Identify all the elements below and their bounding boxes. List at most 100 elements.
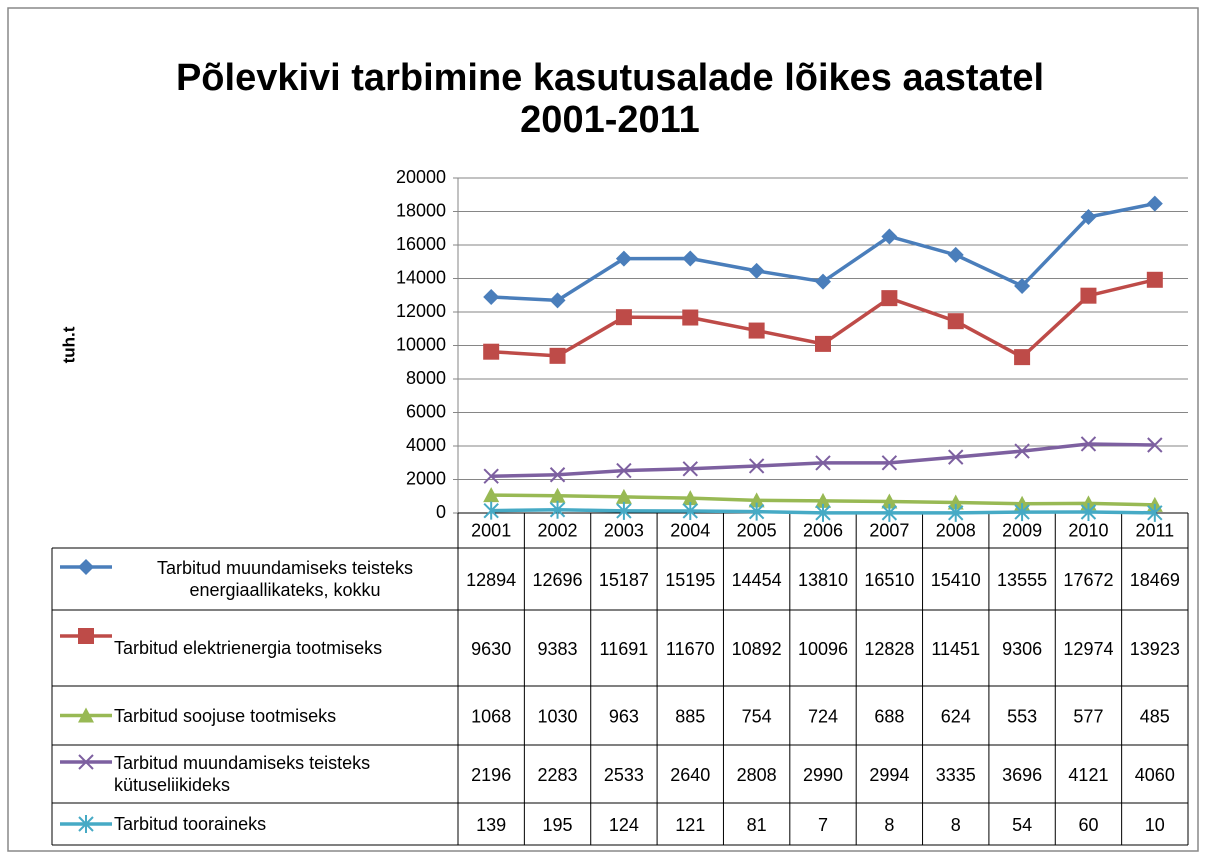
table-value: 18469 (1130, 570, 1180, 590)
marker (881, 455, 898, 471)
data-table: 2001 2002 2003 2004 2005 2006 2007 2008 2009 2010… (51, 512, 1189, 846)
table-value: 4060 (1135, 765, 1175, 785)
marker (1014, 349, 1031, 366)
table-value: 17672 (1063, 570, 1113, 590)
chart-title: Põlevkivi tarbimine kasutusalade lõikes … (176, 57, 1044, 141)
table-value: 485 (1140, 706, 1170, 726)
y-tick-label: 14000 (396, 267, 446, 287)
marker (881, 228, 898, 245)
x-tick-label: 2003 (604, 520, 644, 540)
marker (615, 250, 632, 267)
y-axis-label: tuh.t (59, 326, 78, 363)
marker (948, 449, 964, 465)
marker (483, 343, 500, 360)
marker (1146, 195, 1163, 212)
table-value: 3696 (1002, 765, 1042, 785)
table-value: 754 (742, 706, 772, 726)
marker (1014, 503, 1030, 522)
table-value: 2533 (604, 765, 644, 785)
marker (815, 503, 831, 522)
table-value: 15410 (931, 570, 981, 590)
legend-label: Tarbitud muundamiseks teisteks energiaal… (156, 558, 414, 600)
series (483, 271, 1163, 366)
x-tick-label: 2007 (869, 520, 909, 540)
marker (748, 492, 765, 508)
legend-entry: Tarbitud elektrienergia tootmiseks (114, 638, 383, 658)
table-value: 10096 (798, 639, 848, 659)
y-tick-label: 20000 (396, 167, 446, 187)
table-value: 15187 (599, 570, 649, 590)
table-value: 1068 (471, 706, 511, 726)
table-value: 2640 (670, 765, 710, 785)
table-value: 2196 (471, 765, 511, 785)
marker (483, 501, 499, 520)
table-value: 13810 (798, 570, 848, 590)
table-value: 9306 (1002, 639, 1042, 659)
marker (549, 487, 566, 503)
table-value: 13923 (1130, 639, 1180, 659)
marker (1080, 208, 1097, 225)
y-tick-label: 10000 (396, 334, 446, 354)
marker (881, 493, 898, 509)
marker (78, 628, 94, 644)
marker (1147, 437, 1163, 453)
x-tick-label: 2008 (936, 520, 976, 540)
series (483, 500, 1163, 522)
marker (815, 335, 831, 352)
marker (615, 309, 632, 326)
marker (1014, 277, 1031, 294)
x-tick-label: 2011 (1135, 520, 1174, 540)
table-value: 3335 (936, 765, 976, 785)
table-value: 4121 (1068, 765, 1108, 785)
table-value: 10892 (732, 639, 782, 659)
table-value: 624 (941, 706, 971, 726)
marker (78, 754, 94, 770)
marker (1147, 503, 1163, 522)
legend-label: Tarbitud elektrienergia tootmiseks (114, 638, 383, 658)
marker (78, 815, 94, 833)
marker (748, 458, 765, 474)
x-tick-label: 2009 (1002, 520, 1042, 540)
series (483, 436, 1163, 484)
table-value: 2808 (737, 765, 777, 785)
table-value: 121 (675, 815, 705, 835)
table-value: 9630 (471, 639, 511, 659)
legend-entry: Tarbitud soojuse tootmiseks (114, 705, 337, 726)
marker (881, 290, 898, 307)
x-tick-label: 2006 (803, 520, 843, 540)
marker (1014, 443, 1030, 459)
marker (682, 501, 698, 520)
table-value: 12894 (466, 570, 516, 590)
legend-entry: Tarbitud muundamiseks teisteks kütuselii… (114, 753, 370, 795)
legend-label: Tarbitud soojuse tootmiseks (114, 705, 337, 726)
table-value: 2283 (538, 765, 578, 785)
table-value: 11451 (931, 639, 980, 659)
y-tick-label: 6000 (406, 401, 446, 421)
table-value: 11691 (600, 639, 649, 659)
marker (748, 322, 765, 339)
table-value: 14454 (732, 570, 782, 590)
marker (1146, 271, 1163, 288)
table-value: 54 (1012, 815, 1032, 835)
table-value: 60 (1078, 815, 1098, 835)
marker (483, 468, 499, 484)
marker (616, 501, 632, 520)
marker (549, 500, 566, 519)
y-tick-label: 2000 (406, 468, 446, 488)
table-value: 724 (808, 706, 838, 726)
marker (78, 707, 94, 723)
marker (1080, 502, 1097, 521)
table-value: 688 (874, 706, 904, 726)
marker (549, 467, 566, 483)
table-value: 2990 (803, 765, 843, 785)
y-tick-label: 4000 (406, 435, 446, 455)
table-value: 9383 (538, 639, 578, 659)
legend-entry: Tarbitud tooraineks (114, 814, 266, 834)
series (483, 195, 1163, 309)
table-value: 124 (609, 815, 639, 835)
marker (615, 488, 632, 504)
table-value: 12974 (1063, 639, 1113, 659)
marker (549, 347, 566, 364)
marker (78, 559, 94, 575)
